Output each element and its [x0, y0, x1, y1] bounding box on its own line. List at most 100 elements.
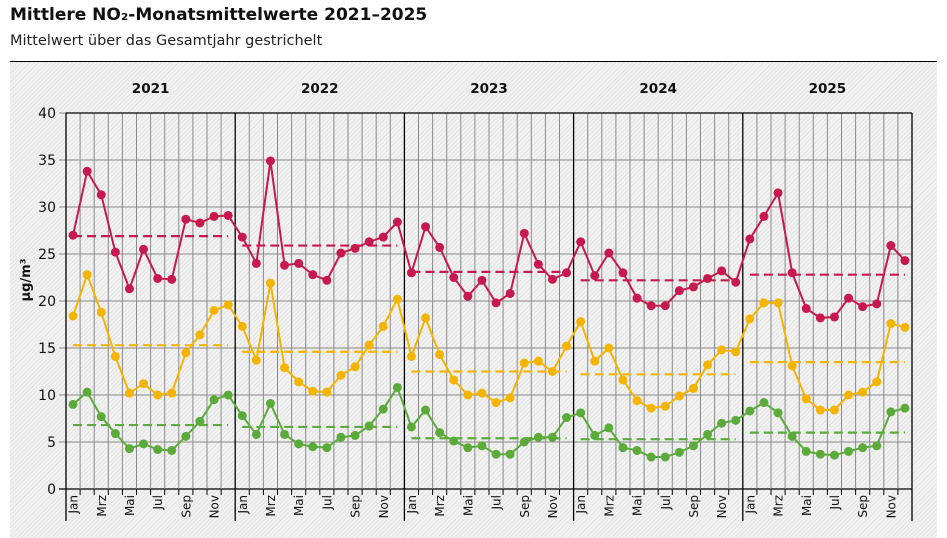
red-data-point [533, 259, 543, 269]
month-label: Jan [405, 495, 419, 515]
green-data-point [886, 407, 896, 417]
year-label: 2022 [301, 81, 339, 97]
yellow-data-point [886, 319, 896, 329]
red-data-point [829, 312, 839, 322]
green-data-point [632, 445, 642, 455]
green-data-point [294, 439, 304, 449]
yellow-data-point [688, 383, 698, 393]
red-data-point [604, 248, 614, 258]
green-data-point [308, 442, 318, 452]
green-data-point [68, 399, 78, 409]
month-label: Nov [208, 495, 222, 518]
month-label: Nov [884, 495, 898, 518]
yellow-data-point [533, 356, 543, 366]
yellow-data-point [731, 347, 741, 357]
green-data-point [604, 423, 614, 433]
red-data-point [773, 188, 783, 198]
year-label: 2023 [470, 81, 508, 97]
green-data-point [110, 429, 120, 439]
month-label: Sep [687, 495, 701, 518]
y-tick-label: 30 [38, 200, 56, 216]
yellow-data-point [294, 377, 304, 387]
month-label: Mai [461, 495, 475, 516]
month-label: Mrz [95, 495, 109, 517]
month-label: Sep [179, 495, 193, 518]
green-data-point [195, 416, 205, 426]
yellow-data-point [590, 356, 600, 366]
yellow-data-point [646, 403, 656, 413]
red-data-point [717, 266, 727, 276]
yellow-data-point [68, 311, 78, 321]
yellow-data-point [364, 340, 374, 350]
y-tick-label: 15 [38, 341, 56, 357]
green-data-point [533, 432, 543, 442]
yellow-data-point [491, 398, 501, 408]
yellow-data-point [604, 343, 614, 353]
yellow-data-point [124, 388, 134, 398]
month-label: Mai [123, 495, 137, 516]
red-data-point [900, 256, 910, 266]
yellow-data-point [717, 345, 727, 355]
green-data-point [463, 443, 473, 453]
yellow-data-point [167, 388, 177, 398]
chart-title: Mittlere NO₂-Monatsmittelwerte 2021–2025 [10, 5, 428, 25]
green-data-point [364, 421, 374, 431]
red-data-point [251, 258, 261, 268]
green-data-point [181, 431, 191, 441]
green-data-point [350, 430, 360, 440]
red-data-point [787, 268, 797, 278]
red-data-point [674, 286, 684, 296]
green-data-point [801, 446, 811, 456]
yellow-data-point [745, 314, 755, 324]
yellow-data-point [181, 348, 191, 358]
green-data-point [787, 431, 797, 441]
green-data-point [829, 450, 839, 460]
green-data-point [872, 441, 882, 451]
yellow-data-point [110, 351, 120, 361]
red-data-point [280, 260, 290, 270]
red-data-point [858, 302, 868, 312]
yellow-data-point [505, 393, 515, 403]
y-tick-label: 5 [47, 435, 56, 451]
red-data-point [844, 293, 854, 303]
month-label: Mrz [772, 495, 786, 517]
green-data-point [731, 415, 741, 425]
month-label: Mrz [433, 495, 447, 517]
green-data-point [392, 382, 402, 392]
yellow-data-point [829, 405, 839, 415]
red-data-point [632, 293, 642, 303]
green-data-point [265, 398, 275, 408]
red-data-point [886, 241, 896, 251]
green-data-point [660, 452, 670, 462]
chart-subtitle: Mittelwert über das Gesamtjahr gestriche… [10, 33, 323, 49]
green-data-point [421, 405, 431, 415]
green-data-point [844, 446, 854, 456]
year-label: 2021 [132, 81, 170, 97]
red-data-point [124, 284, 134, 294]
y-tick-label: 25 [38, 247, 56, 263]
yellow-data-point [703, 360, 713, 370]
green-data-point [124, 444, 134, 454]
yellow-data-point [787, 361, 797, 371]
green-data-point [646, 452, 656, 462]
green-data-point [406, 422, 416, 432]
red-data-point [477, 275, 487, 285]
green-data-point [491, 449, 501, 459]
y-tick-label: 35 [38, 153, 56, 169]
month-label: Mrz [264, 495, 278, 517]
red-data-point [82, 166, 92, 176]
yellow-data-point [406, 351, 416, 361]
yellow-data-point [280, 363, 290, 373]
month-label: Jan [236, 495, 250, 515]
yellow-data-point [153, 390, 163, 400]
green-data-point [237, 411, 247, 421]
yellow-data-point [195, 330, 205, 340]
green-data-point [773, 408, 783, 418]
red-data-point [237, 232, 247, 242]
green-data-point [336, 432, 346, 442]
red-data-point [646, 301, 656, 311]
green-data-point [547, 432, 557, 442]
yellow-data-point [547, 367, 557, 376]
yellow-data-point [463, 390, 473, 400]
red-data-point [463, 291, 473, 301]
